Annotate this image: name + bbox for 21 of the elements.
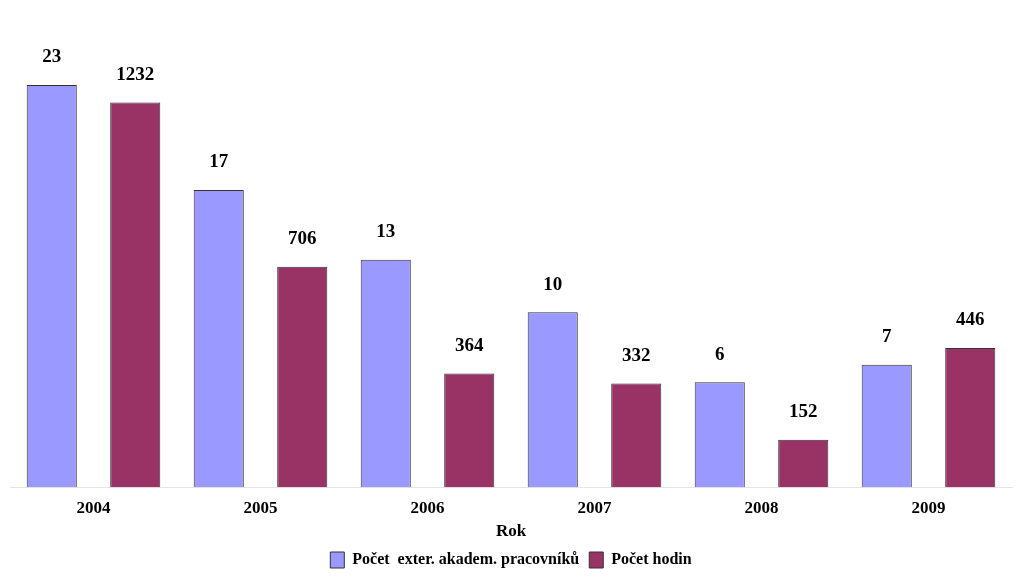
data-label: 1232 — [116, 62, 155, 84]
data-label: 7 — [882, 325, 892, 347]
data-label: 13 — [376, 220, 396, 242]
data-label: 446 — [956, 308, 985, 330]
x-tick-label: 2009 — [911, 497, 946, 517]
legend-label: Počet hodin — [611, 550, 692, 568]
x-axis-title: Rok — [495, 521, 527, 541]
data-label: 332 — [622, 343, 651, 365]
data-label: 152 — [789, 400, 818, 422]
legend-label: Počet exter. akadem. pracovníků — [352, 550, 580, 569]
data-label: 23 — [42, 45, 62, 67]
data-label: 364 — [455, 333, 484, 355]
data-label: 6 — [715, 342, 725, 364]
data-label: 17 — [209, 150, 229, 172]
x-tick-label: 2007 — [577, 497, 612, 517]
x-tick-label: 2008 — [744, 497, 779, 517]
x-tick-label: 2005 — [243, 497, 278, 517]
data-label: 706 — [288, 227, 317, 249]
x-tick-label: 2006 — [410, 497, 445, 517]
data-label: 10 — [543, 272, 563, 294]
x-tick-label: 2004 — [76, 497, 111, 517]
